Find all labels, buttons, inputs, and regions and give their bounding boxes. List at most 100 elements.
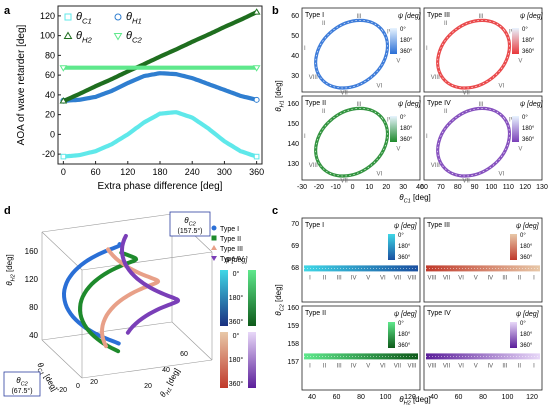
legend: θC1 θH1 θH2 θC2 bbox=[63, 11, 143, 44]
y-tick-label: 40 bbox=[45, 90, 55, 100]
colorbar bbox=[220, 270, 228, 326]
roman-label: II bbox=[323, 275, 327, 281]
subplot-title: Type II bbox=[305, 310, 326, 317]
legend-marker bbox=[63, 31, 73, 39]
x-tick-label: -20 bbox=[57, 387, 67, 394]
helix-type-1 bbox=[61, 242, 123, 346]
box-edge bbox=[41, 339, 83, 379]
series-θC1 bbox=[60, 110, 260, 160]
y-tick-label: 157 bbox=[287, 359, 299, 366]
subplot-frame bbox=[301, 305, 421, 391]
series-θH2 bbox=[59, 8, 261, 104]
y-tick-label: 60 bbox=[180, 351, 188, 358]
panel-c-label: c bbox=[272, 205, 278, 217]
legend-marker bbox=[114, 13, 122, 21]
x-tick-label: 120 bbox=[120, 167, 135, 177]
subplot-title: Type III bbox=[427, 222, 450, 229]
roman-label: VII bbox=[340, 178, 348, 184]
legend-title: ψ [deg] bbox=[398, 13, 422, 20]
colorbar-tick: 360° bbox=[400, 49, 413, 55]
y-tick-label: 158 bbox=[287, 341, 299, 348]
series-line bbox=[61, 110, 259, 159]
y-tick-label: 159 bbox=[287, 323, 299, 330]
roman-label: III bbox=[356, 102, 361, 108]
roman-label: III bbox=[356, 14, 361, 20]
x-tick-label: 90 bbox=[471, 184, 479, 191]
x-tick-label: 0 bbox=[351, 184, 355, 191]
colorbar-tick: 180° bbox=[522, 38, 535, 44]
colorbar bbox=[390, 28, 397, 54]
data-point bbox=[59, 65, 68, 72]
legend-label: θH2 bbox=[76, 30, 93, 44]
y-tick-label: 20 bbox=[45, 110, 55, 120]
colorbar-tick: 360° bbox=[398, 255, 411, 261]
roman-label: VI bbox=[380, 363, 386, 369]
subplot-title: Type I bbox=[305, 12, 324, 19]
legend-label: θC1 bbox=[76, 11, 92, 25]
colorbar-tick: 180° bbox=[400, 38, 413, 44]
colorbar bbox=[388, 322, 395, 348]
legend-title: ψ [deg] bbox=[394, 311, 418, 318]
roman-label: I bbox=[426, 46, 428, 52]
roman-label: VI bbox=[458, 275, 464, 281]
plot-frame bbox=[57, 5, 263, 165]
y-tick-label: 50 bbox=[291, 33, 299, 40]
annotation-value: (67.5°) bbox=[11, 387, 32, 395]
roman-label: V bbox=[474, 363, 478, 369]
x-tick-label: 60 bbox=[333, 394, 341, 401]
roman-label: II bbox=[322, 21, 326, 27]
subplot-title: Type IV bbox=[427, 100, 451, 107]
roman-label: II bbox=[323, 363, 327, 369]
roman-label: IV bbox=[351, 363, 357, 369]
x-tick-label: 100 bbox=[486, 184, 498, 191]
y-tick-label: 60 bbox=[45, 70, 55, 80]
x-tick-label: 80 bbox=[454, 184, 462, 191]
colorbar bbox=[512, 116, 519, 142]
y-tick-label: 100 bbox=[40, 31, 55, 41]
x-tick-label: 0 bbox=[61, 167, 66, 177]
colorbar bbox=[512, 28, 519, 54]
colorbar-tick: 0° bbox=[233, 332, 240, 340]
annotation-value: (157.5°) bbox=[178, 227, 203, 235]
x-tick-label: 10 bbox=[366, 184, 374, 191]
roman-label: VI bbox=[499, 172, 505, 178]
colorbar bbox=[248, 332, 256, 388]
roman-label: VII bbox=[462, 90, 470, 96]
x-tick-label: 70 bbox=[437, 184, 445, 191]
z-tick-label: 120 bbox=[25, 275, 39, 284]
y-tick-label: 140 bbox=[287, 141, 299, 148]
roman-label: VIII bbox=[431, 75, 440, 81]
legend-title: ψ [deg] bbox=[516, 223, 540, 230]
roman-label: VII bbox=[394, 363, 402, 369]
roman-label: I bbox=[426, 134, 428, 140]
series-line bbox=[61, 71, 259, 103]
legend-marker bbox=[211, 225, 217, 231]
roman-label: II bbox=[444, 21, 448, 27]
x-tick-label: 240 bbox=[185, 167, 200, 177]
y-tick-label: 150 bbox=[287, 121, 299, 128]
colorbar-tick: 360° bbox=[400, 137, 413, 143]
roman-label: VIII bbox=[309, 163, 318, 169]
roman-label: VI bbox=[377, 172, 383, 178]
colorbar-tick: 360° bbox=[398, 343, 411, 349]
legend-title: ψ [deg] bbox=[398, 101, 422, 108]
legend-marker bbox=[64, 13, 72, 21]
roman-label: VIII bbox=[431, 163, 440, 169]
roman-label: VI bbox=[458, 363, 464, 369]
colorbar-tick: 180° bbox=[398, 332, 411, 338]
colorbar-tick: 180° bbox=[229, 356, 244, 364]
x-tick-label: 100 bbox=[380, 394, 392, 401]
y-tick-label: 160 bbox=[287, 101, 299, 108]
colorbar bbox=[510, 234, 517, 260]
legend-label: Type I bbox=[220, 226, 239, 233]
roman-label: V bbox=[396, 146, 400, 152]
x-tick-label: 20 bbox=[382, 184, 390, 191]
3d-box bbox=[41, 213, 213, 379]
x-tick-label: 130 bbox=[536, 184, 548, 191]
subplot-frame bbox=[423, 305, 543, 391]
legend-marker bbox=[211, 235, 217, 241]
roman-label: V bbox=[396, 58, 400, 64]
x-tick-label: 120 bbox=[526, 394, 538, 401]
z-tick-label: 80 bbox=[29, 303, 38, 312]
